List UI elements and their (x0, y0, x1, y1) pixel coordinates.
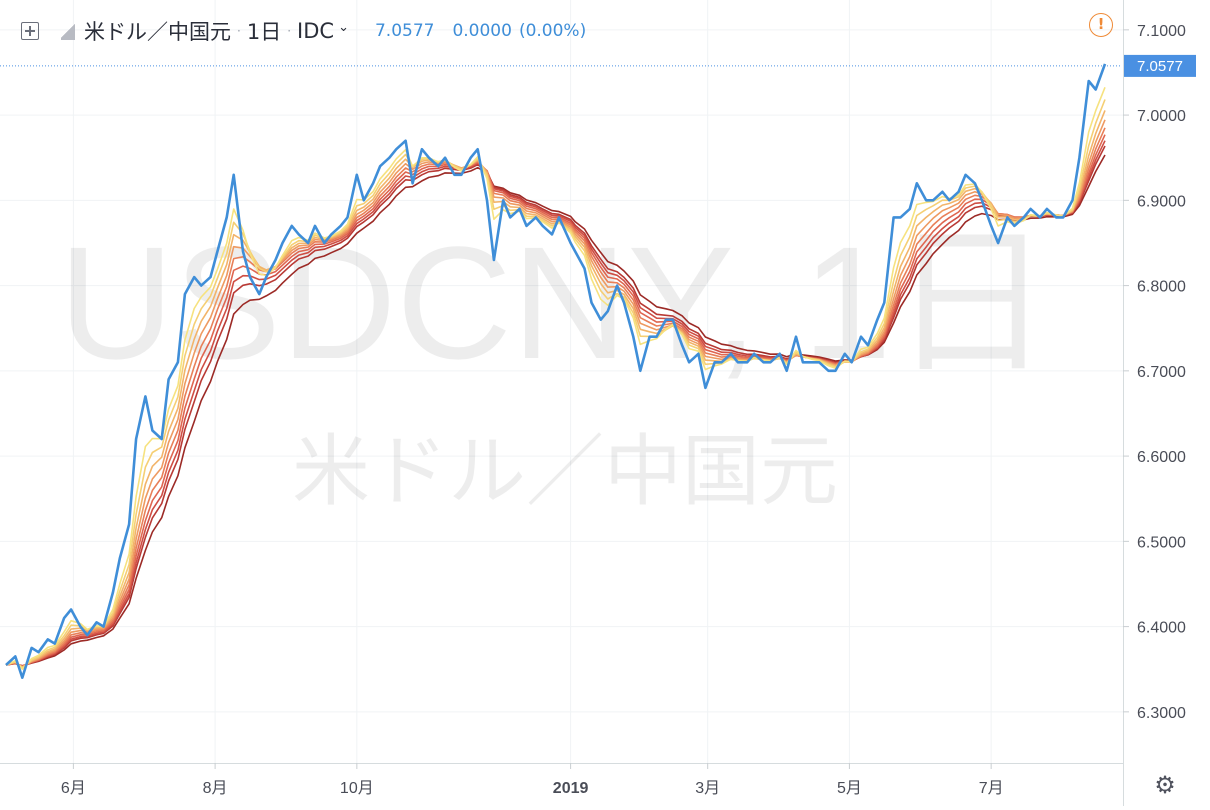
source-label: IDC (297, 19, 335, 43)
price-series (5, 63, 1107, 679)
y-tick-label: 7.0000 (1137, 108, 1186, 125)
x-tick-label: 10月 (340, 780, 374, 797)
x-tick-label: 8月 (203, 780, 228, 797)
ma-line (5, 140, 1106, 667)
ma-line (5, 145, 1106, 667)
ma-line (5, 127, 1106, 668)
y-tick-label: 6.6000 (1137, 449, 1186, 466)
price-change-value: 0.0000 (452, 21, 512, 41)
y-tick-label: 6.5000 (1137, 534, 1186, 551)
gear-icon[interactable]: ⚙ (1154, 771, 1176, 799)
axes (0, 0, 1124, 806)
x-tick-label: 2019 (553, 780, 589, 797)
ma-line (5, 119, 1106, 668)
x-tick-label: 7月 (979, 780, 1004, 797)
price-line (5, 63, 1107, 679)
x-axis-ticks: 6月 8月 10月 2019 3月 5月 7月 (61, 763, 1004, 797)
last-price-value: 7.0577 (374, 21, 435, 41)
y-tick-label: 7.1000 (1137, 23, 1186, 40)
chevron-down-icon: ⌄ (338, 19, 349, 35)
price-change-percent: (0.00%) (518, 21, 587, 41)
watermark: USDCNY, 1日 米ドル／中国元 (59, 213, 1052, 517)
source-selector[interactable]: IDC ⌄ (297, 19, 349, 43)
x-tick-label: 5月 (837, 780, 862, 797)
x-tick-label: 6月 (61, 780, 86, 797)
flag-icon (61, 22, 75, 40)
y-tick-label: 6.4000 (1137, 620, 1186, 637)
last-price-tag-bg (1124, 54, 1196, 77)
last-price-tag: 7.0577 (1124, 54, 1196, 77)
y-tick-label: 6.3000 (1137, 705, 1186, 722)
ma-line (5, 154, 1106, 667)
y-tick-label: 6.9000 (1137, 193, 1186, 210)
watermark-name: 米ドル／中国元 (292, 427, 838, 517)
x-tick-label: 3月 (695, 780, 720, 797)
warning-icon[interactable]: ! (1089, 13, 1113, 37)
symbol-name: 米ドル／中国元 (84, 20, 231, 44)
interval-label[interactable]: 1日 (246, 20, 282, 44)
plus-square-icon[interactable] (21, 22, 39, 40)
last-price-tag-label: 7.0577 (1137, 58, 1183, 75)
separator-dot: · (287, 24, 292, 38)
y-tick-label: 6.7000 (1137, 364, 1186, 381)
legend-header: 米ドル／中国元 · 1日 · IDC ⌄ 7.0577 0.0000 (0.00… (0, 14, 1000, 48)
separator-dot: · (237, 24, 241, 38)
y-tick-label: 6.8000 (1137, 279, 1186, 296)
ma-line (5, 134, 1106, 668)
y-axis-ticks: 7.1000 7.0000 6.9000 6.8000 6.7000 6.6000 6.50… (1123, 23, 1186, 722)
